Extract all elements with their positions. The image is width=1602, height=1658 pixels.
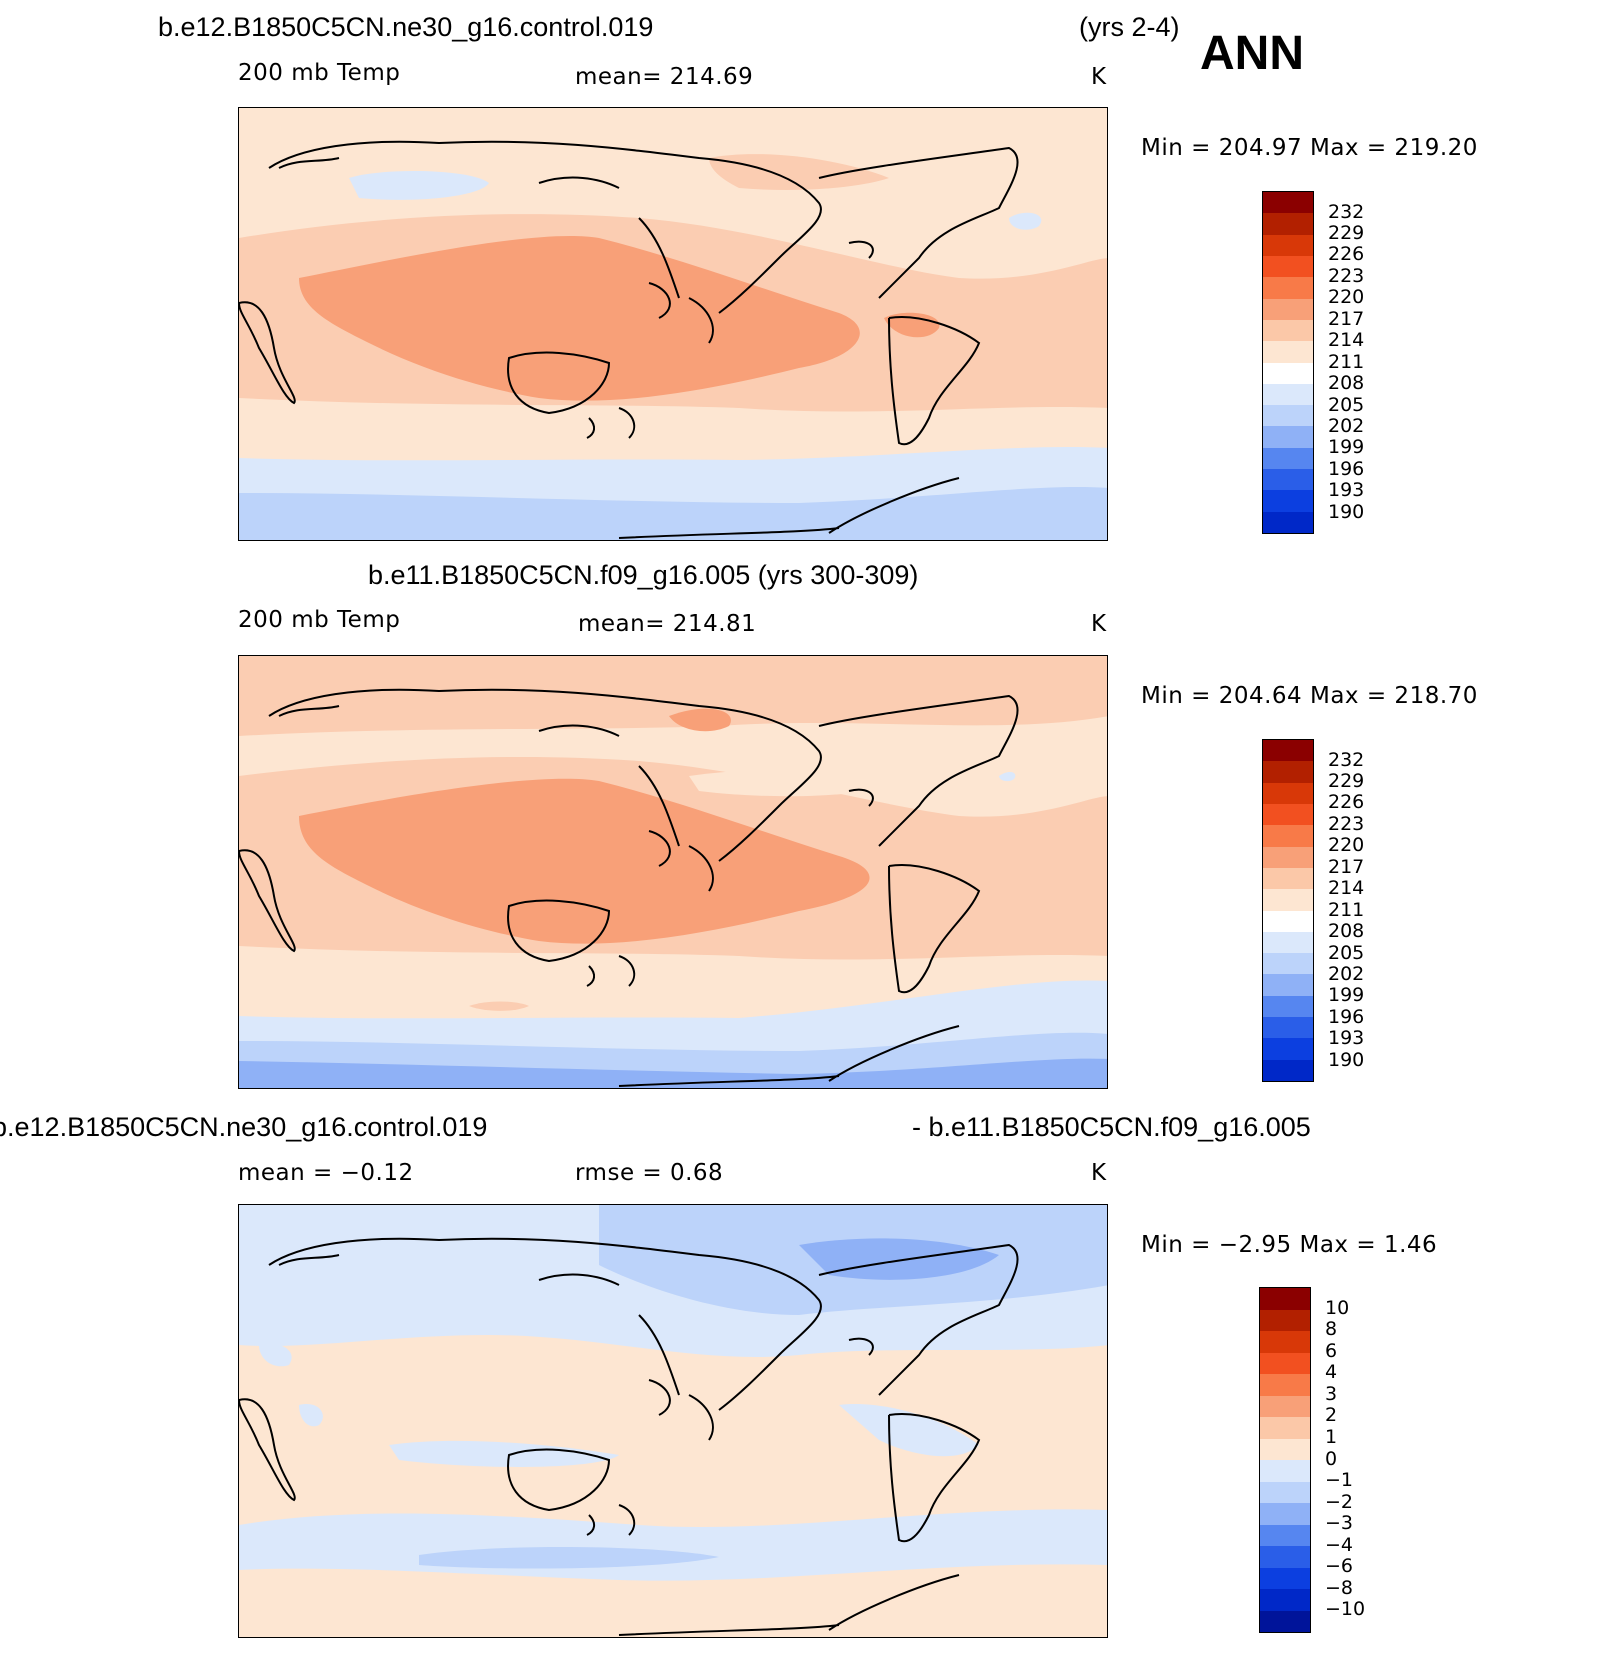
panel-1-tick: 217 [1328,308,1365,330]
panel-1-tick: 232 [1328,201,1365,223]
panel-1-tick: 208 [1328,372,1365,394]
panel-3-tick: 10 [1325,1297,1350,1319]
panel-3-tick: 4 [1325,1361,1338,1383]
panel-3-rmse: rmse = 0.68 [575,1160,724,1186]
panel-3-tick: −1 [1325,1469,1354,1491]
panel-2-tick: 211 [1328,899,1365,921]
panel-2-variable: 200 mb Temp [238,607,401,633]
panel-3-min-max: Min = −2.95 Max = 1.46 [1141,1232,1438,1258]
panel-3-map [238,1204,1108,1638]
panel-1-tick: 226 [1328,243,1365,265]
panel-1-tick: 211 [1328,351,1365,373]
panel-2-tick: 208 [1328,920,1365,942]
panel-3-tick: 8 [1325,1318,1338,1340]
panel-1-tick: 190 [1328,501,1365,523]
panel-2-tick: 202 [1328,963,1365,985]
panel-2-tick: 223 [1328,813,1365,835]
panel-3-colorbar-box [1259,1287,1311,1633]
panel-1-tick: 220 [1328,286,1365,308]
panel-2-tick: 205 [1328,942,1365,964]
panel-1-tick: 196 [1328,458,1365,480]
panel-1-tick: 205 [1328,394,1365,416]
panel-3-title-left: b.e12.B1850C5CN.ne30_g16.control.019 [0,1112,488,1142]
season-label: ANN [1200,27,1304,80]
panel-3-tick: 3 [1325,1383,1338,1405]
years-label: (yrs 2-4) [1079,12,1180,42]
panel-3-tick: −10 [1325,1598,1366,1620]
panel-2-tick: 232 [1328,749,1365,771]
panel-2-tick: 226 [1328,791,1365,813]
panel-2-tick: 193 [1328,1027,1365,1049]
panel-1-tick: 229 [1328,222,1365,244]
panel-3-tick: 0 [1325,1448,1338,1470]
panel-1-map [238,107,1108,541]
panel-1-min-max: Min = 204.97 Max = 219.20 [1141,135,1478,161]
panel-3-tick: −3 [1325,1512,1354,1534]
panel-3-tick: 6 [1325,1340,1338,1362]
panel-2-min-max: Min = 204.64 Max = 218.70 [1141,683,1478,709]
panel-1-tick: 223 [1328,265,1365,287]
panel-2-title: b.e11.B1850C5CN.f09_g16.005 (yrs 300-309… [368,560,919,590]
panel-2-tick: 217 [1328,856,1365,878]
panel-2-map [238,655,1108,1089]
panel-2-units: K [1091,611,1107,637]
panel-1-contours [239,108,1107,540]
panel-2-mean: mean= 214.81 [578,611,757,637]
panel-2-colorbar-box [1262,739,1314,1082]
panel-1-tick: 214 [1328,329,1365,351]
panel-2-tick: 214 [1328,877,1365,899]
panel-1-units: K [1091,64,1107,90]
panel-1-colorbar-box [1262,191,1314,534]
panel-3-mean: mean = −0.12 [238,1160,414,1186]
panel-3-contours [239,1205,1107,1637]
panel-3-units: K [1091,1160,1107,1186]
panel-1-tick: 193 [1328,479,1365,501]
panel-1-tick: 199 [1328,436,1365,458]
panel-3-tick: −2 [1325,1491,1354,1513]
panel-3-tick: 2 [1325,1404,1338,1426]
panel-3-tick: 1 [1325,1426,1338,1448]
panel-2-contours [239,656,1107,1088]
panel-1-tick: 202 [1328,415,1365,437]
panel-2-tick: 190 [1328,1049,1365,1071]
panel-3-tick: −6 [1325,1555,1354,1577]
panel-3-tick: −8 [1325,1577,1354,1599]
case-title: b.e12.B1850C5CN.ne30_g16.control.019 [158,12,654,42]
panel-2-tick: 229 [1328,770,1365,792]
panel-1-variable: 200 mb Temp [238,60,401,86]
panel-1-mean: mean= 214.69 [575,64,754,90]
panel-3-tick: −4 [1325,1534,1354,1556]
panel-2-tick: 199 [1328,984,1365,1006]
panel-2-tick: 196 [1328,1006,1365,1028]
panel-3-title-right: - b.e11.B1850C5CN.f09_g16.005 [912,1112,1311,1142]
panel-2-tick: 220 [1328,834,1365,856]
